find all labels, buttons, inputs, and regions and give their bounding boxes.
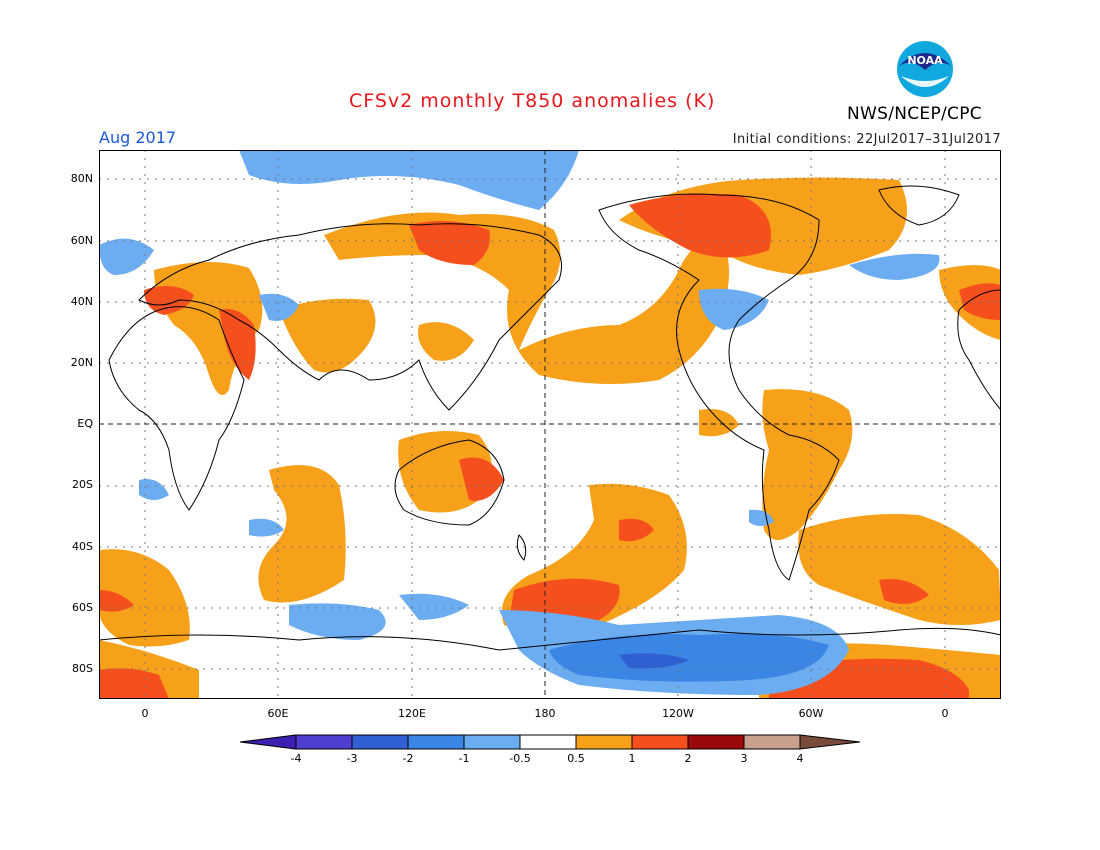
- colorbar-label: 0.5: [567, 752, 585, 765]
- anomaly-map: [99, 150, 1001, 699]
- colorbar-label: -3: [346, 752, 358, 765]
- lon-label-120e: 120E: [398, 707, 426, 720]
- colorbar-label: 2: [684, 752, 692, 765]
- lat-label-40s: 40S: [72, 540, 93, 553]
- lat-label-20s: 20S: [72, 478, 93, 491]
- lat-label-40n: 40N: [70, 295, 93, 308]
- lon-label-0: 0: [141, 707, 149, 720]
- lon-label-60w: 60W: [798, 707, 824, 720]
- graticule: [99, 150, 1001, 699]
- month-label: Aug 2017: [99, 128, 177, 147]
- coastlines: [99, 185, 1001, 651]
- lon-label-180: 180: [534, 707, 556, 720]
- lon-label-60e: 60E: [267, 707, 289, 720]
- map-title: CFSv2 monthly T850 anomalies (K): [349, 90, 716, 112]
- lon-label-0-east: 0: [941, 707, 949, 720]
- lon-label-120w: 120W: [662, 707, 694, 720]
- colorbar-lowest: [240, 734, 297, 750]
- lat-label-20n: 20N: [70, 356, 93, 369]
- colorbar-highest: [799, 734, 860, 750]
- lat-label-eq: EQ: [77, 417, 93, 430]
- colorbar-label: -4: [290, 752, 302, 765]
- colorbar: [240, 734, 860, 750]
- noaa-logo-text: NOAA: [907, 54, 943, 67]
- equator-dateline: [99, 150, 1001, 699]
- colorbar-label: 4: [796, 752, 804, 765]
- colorbar-label: -1: [458, 752, 470, 765]
- colorbar-label: 1: [628, 752, 636, 765]
- lat-label-60n: 60N: [70, 234, 93, 247]
- colorbar-label: -0.5: [509, 752, 531, 765]
- noaa-logo: NOAA: [896, 40, 954, 98]
- lat-label-80s: 80S: [72, 662, 93, 675]
- colorbar-label: -2: [402, 752, 414, 765]
- lat-label-80n: 80N: [70, 172, 93, 185]
- initial-conditions: Initial conditions: 22Jul2017–31Jul2017: [732, 132, 1001, 147]
- cool-strong-anomaly-regions: [549, 633, 829, 682]
- org-label: NWS/NCEP/CPC: [847, 104, 982, 124]
- lat-label-60s: 60S: [72, 601, 93, 614]
- colorbar-label: 3: [740, 752, 748, 765]
